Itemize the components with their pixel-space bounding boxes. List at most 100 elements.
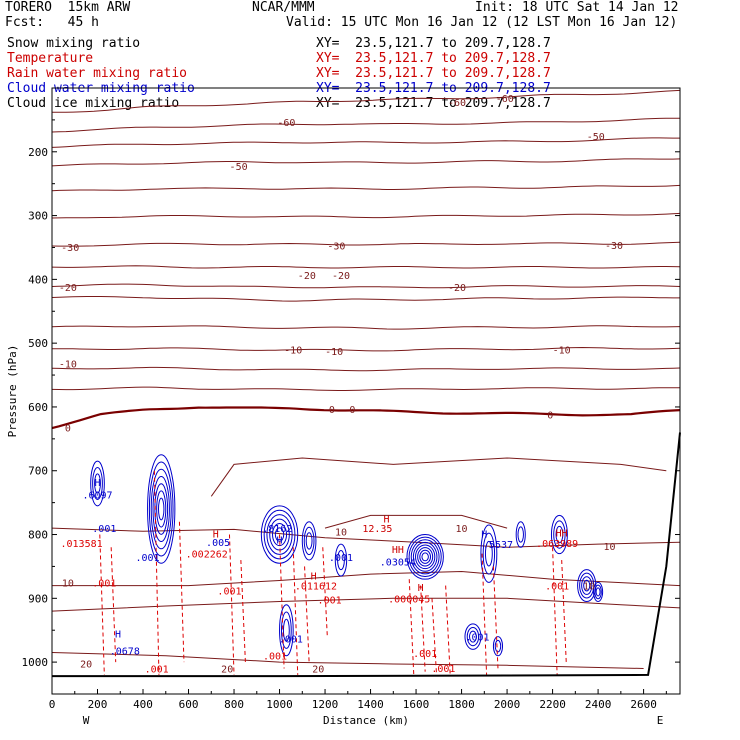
rain-water-contours [99, 470, 567, 675]
rain-water-label: .001 [217, 587, 241, 598]
extremum-marker: H [277, 536, 283, 547]
x-tick-label: 200 [88, 698, 108, 711]
temperature-contour-label: 10 [335, 527, 347, 538]
x-end-label-east: E [657, 714, 664, 727]
plot-frame [51, 87, 681, 695]
cloud-water-contour [415, 544, 436, 570]
rain-water-contour [110, 547, 117, 663]
cloud-water-contour [464, 623, 482, 650]
isotherm-line [210, 457, 667, 497]
x-axis-label: Distance (km) [323, 714, 409, 727]
cloud-water-contour [280, 611, 292, 649]
cloud-water-contour [482, 532, 496, 575]
extremum-marker: HH [556, 529, 568, 540]
cloud-water-label: .001 [329, 553, 353, 564]
isotherm-line [51, 597, 681, 612]
cloud-water-contour [517, 526, 524, 543]
rain-water-contour [322, 547, 328, 637]
cloud-water-contour [419, 549, 432, 564]
cloud-water-contour [421, 552, 429, 562]
y-tick-label: 900 [28, 592, 48, 605]
isotherm-line [324, 514, 508, 529]
rain-water-label: .063989 [536, 539, 578, 550]
temperature-contour-label: -60 [277, 118, 295, 129]
field-name-temperature: Temperature [7, 51, 94, 66]
rain-water-label: .001 [92, 578, 116, 589]
extremum-marker: H [115, 629, 121, 640]
isotherm-line [52, 89, 681, 113]
rain-water-contour [292, 547, 299, 675]
extremum-marker: H [94, 478, 100, 489]
temperature-contour-label: -20 [332, 271, 350, 282]
extremum-marker: 12.35 [362, 524, 392, 535]
extremum-marker: H [383, 515, 389, 526]
cloud-water-contour [577, 569, 597, 603]
rain-water-contour [561, 560, 567, 663]
cloud-water-contour [92, 467, 103, 500]
cloud-water-contour [581, 576, 593, 595]
y-tick-label: 200 [28, 146, 48, 159]
rain-water-label: .001 [318, 596, 342, 607]
x-end-label-west: W [83, 714, 90, 727]
contour-labels: -60 -60 -60 -50 -50 -30 -30 -30 -20 -20 -20 -20 -10 -… [59, 94, 623, 675]
temperature-contour-label: -10 [553, 346, 571, 357]
x-tick-label: 1000 [266, 698, 293, 711]
x-tick-label: 2400 [585, 698, 612, 711]
temperature-contour-label: -30 [327, 242, 345, 253]
cloud-water-contour [334, 543, 348, 577]
cloud-water-contour [417, 547, 434, 567]
temperature-contour-label: -20 [298, 271, 316, 282]
forecast-hour: Fcst: 45 h [5, 15, 99, 30]
isotherm-line [51, 325, 681, 330]
isotherm-line [51, 652, 644, 669]
isotherm-line [51, 346, 681, 352]
isotherm-line [51, 117, 680, 133]
temperature-contour-label: 0 [329, 405, 335, 416]
terrain [52, 432, 681, 678]
cloud-water-contour [305, 532, 313, 550]
x-tick-label: 2600 [630, 698, 657, 711]
rain-water-label: .013581 [61, 539, 103, 550]
cloud-water-contour [94, 473, 101, 494]
temperature-contours [51, 89, 681, 669]
isotherm-line [51, 366, 681, 372]
y-tick-label: 700 [28, 465, 48, 478]
field-name-rain: Rain water mixing ratio [7, 66, 188, 81]
rain-water-contour [420, 585, 426, 672]
rain-water-contour [408, 579, 415, 675]
plot-border [51, 87, 681, 695]
x-tick-label: 1800 [448, 698, 475, 711]
extremum-marker: H [418, 583, 424, 594]
extremum-marker: HH [392, 545, 404, 556]
rain-water-contour [431, 598, 438, 675]
temperature-contour-label: -10 [284, 346, 302, 357]
model-title: TORERO 15km ARW [5, 0, 131, 15]
rain-water-label: .001 [545, 582, 569, 593]
rain-water-contour [552, 547, 558, 675]
org-label: NCAR/MMM [252, 0, 315, 15]
cloud-water-contour [593, 581, 604, 603]
cloud-water-contour [494, 639, 502, 653]
cloud-water-label: .001 [279, 635, 303, 646]
field-name-snow: Snow mixing ratio [7, 36, 141, 51]
cloud-water-contour [148, 461, 174, 557]
cloud-water-contour [410, 539, 440, 575]
y-axis-label: Pressure (hPa) [6, 345, 19, 438]
cloud-water-label: .5537 [483, 540, 513, 551]
cloud-water-contour [272, 522, 288, 547]
cloud-water-contour [279, 604, 294, 657]
cloud-water-contour [152, 475, 170, 543]
rain-water-contour [178, 521, 185, 663]
cloud-water-contour [408, 536, 442, 578]
rain-water-contour [153, 470, 160, 675]
cloud-water-contour [550, 514, 568, 555]
y-tick-label: 500 [28, 337, 48, 350]
isotherm-line [52, 570, 681, 587]
temperature-contour-label: -30 [605, 241, 623, 252]
extremum-marker: H [311, 571, 317, 582]
cloud-water-label: .001 [465, 633, 489, 644]
x-tick-label: 800 [224, 698, 244, 711]
isotherm-line [51, 212, 681, 219]
